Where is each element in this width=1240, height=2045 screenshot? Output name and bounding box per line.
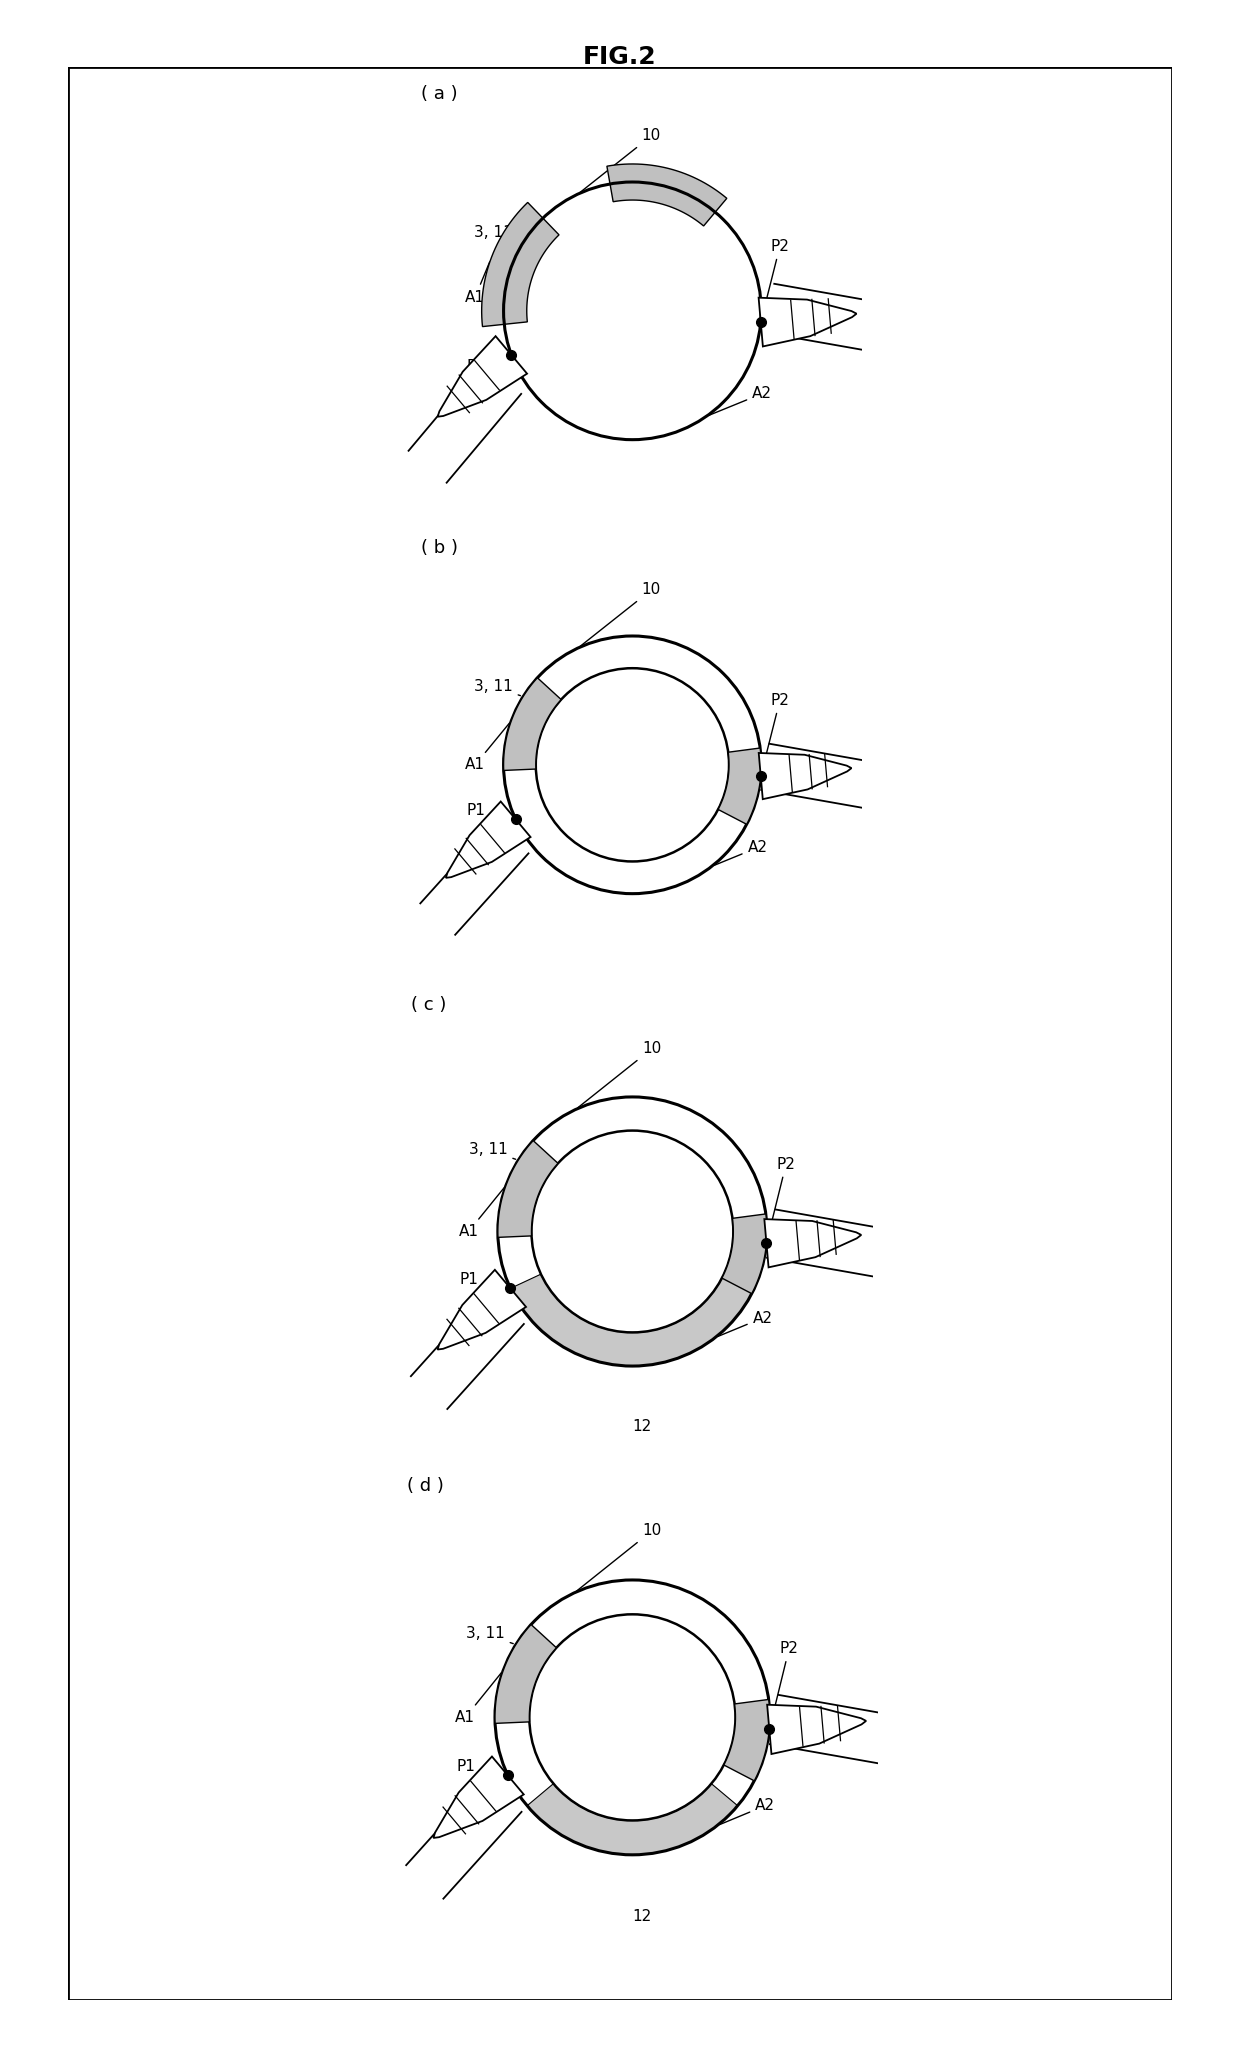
Text: A2: A2 [718, 1311, 773, 1337]
Polygon shape [724, 1699, 770, 1781]
Text: 3, 11: 3, 11 [474, 679, 521, 695]
Polygon shape [722, 1215, 768, 1294]
Text: P1: P1 [466, 356, 508, 374]
Text: 10: 10 [580, 129, 661, 192]
Polygon shape [495, 1624, 557, 1724]
Text: P1: P1 [460, 1272, 507, 1288]
Polygon shape [481, 202, 559, 327]
Text: P2: P2 [761, 693, 790, 773]
Text: ( b ): ( b ) [420, 540, 458, 558]
Text: A2: A2 [709, 387, 773, 415]
Text: 10: 10 [577, 1524, 661, 1591]
Text: A1: A1 [465, 724, 510, 773]
Text: A1: A1 [455, 1673, 501, 1724]
Text: 12: 12 [632, 1419, 652, 1434]
Text: ( c ): ( c ) [412, 996, 446, 1014]
Text: P2: P2 [761, 239, 790, 319]
Polygon shape [497, 1096, 768, 1366]
Text: 3, 11: 3, 11 [474, 225, 521, 241]
Text: A2: A2 [719, 1798, 775, 1824]
Polygon shape [438, 335, 527, 417]
Polygon shape [764, 1219, 862, 1268]
Text: P1: P1 [456, 1759, 505, 1775]
Text: P1: P1 [466, 804, 513, 818]
Polygon shape [768, 1706, 866, 1755]
Text: A1: A1 [465, 262, 490, 305]
Text: P2: P2 [770, 1642, 799, 1726]
Polygon shape [503, 677, 562, 771]
Polygon shape [497, 1141, 558, 1237]
Text: 10: 10 [580, 583, 661, 646]
Polygon shape [495, 1581, 770, 1855]
Polygon shape [759, 299, 857, 346]
Text: 3, 11: 3, 11 [469, 1143, 516, 1160]
Text: 10: 10 [578, 1041, 661, 1108]
Text: P2: P2 [768, 1157, 795, 1241]
Text: ( a ): ( a ) [420, 86, 458, 104]
Polygon shape [718, 748, 761, 824]
Polygon shape [446, 802, 531, 877]
Polygon shape [759, 753, 852, 800]
Text: A1: A1 [459, 1188, 505, 1239]
Polygon shape [503, 636, 761, 894]
Text: FIG.2: FIG.2 [583, 45, 657, 70]
Text: A2: A2 [714, 840, 768, 865]
Polygon shape [527, 1783, 738, 1855]
Polygon shape [438, 1270, 526, 1350]
Polygon shape [606, 164, 727, 225]
Text: 12: 12 [632, 1908, 652, 1924]
Text: ( d ): ( d ) [407, 1476, 444, 1495]
Polygon shape [434, 1757, 523, 1838]
Polygon shape [511, 1274, 754, 1366]
Text: 3, 11: 3, 11 [466, 1626, 513, 1644]
